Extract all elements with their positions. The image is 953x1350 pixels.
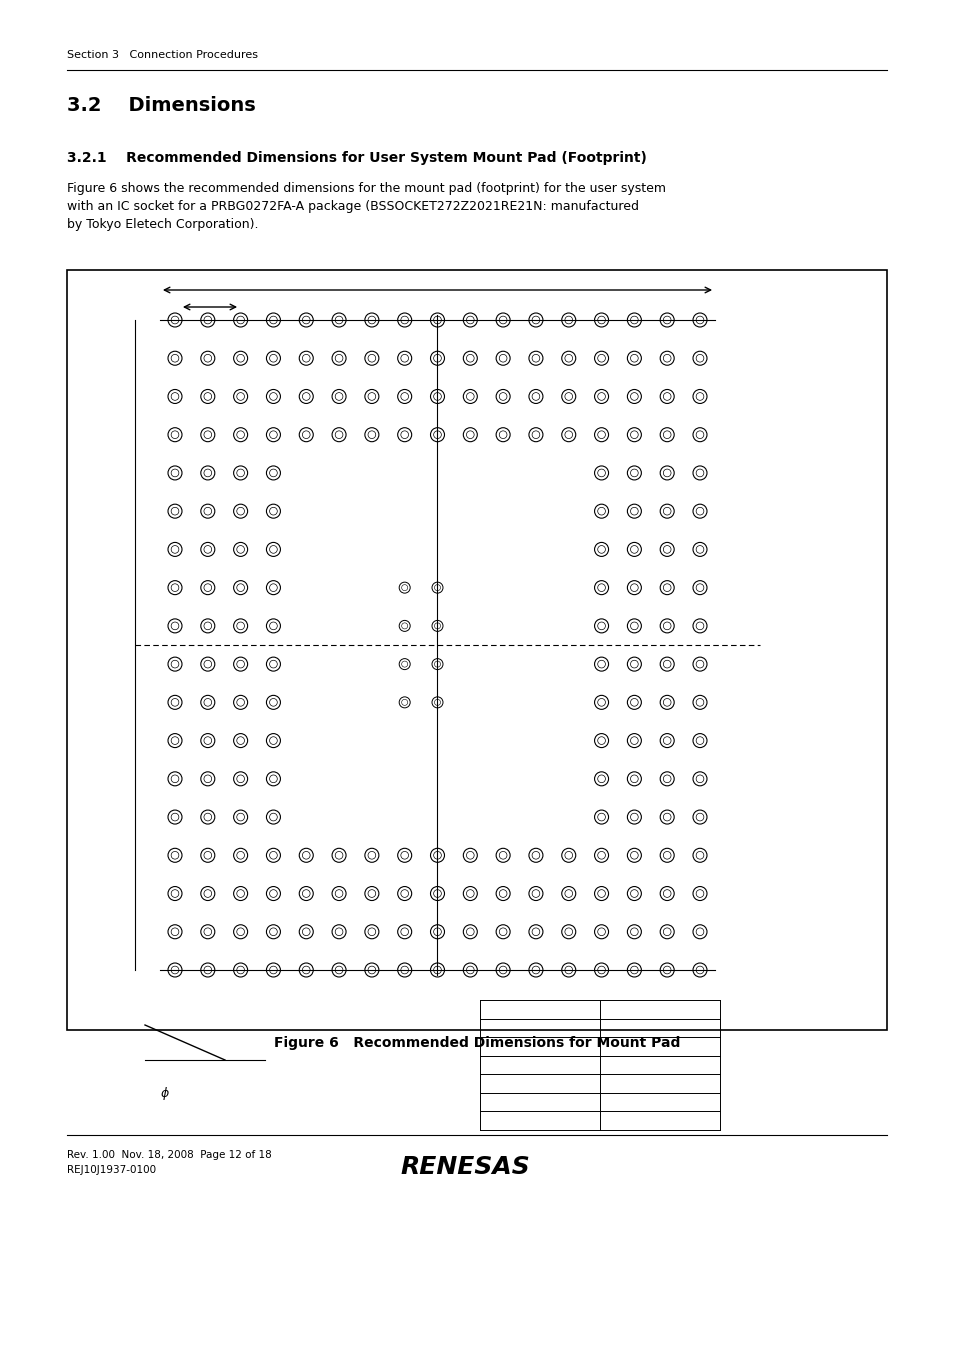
Text: 3.2.1    Recommended Dimensions for User System Mount Pad (Footprint): 3.2.1 Recommended Dimensions for User Sy… — [67, 151, 646, 165]
Text: RENESAS: RENESAS — [399, 1156, 529, 1179]
Text: with an IC socket for a PRBG0272FA-A package (BSSOCKET272Z2021RE21N: manufacture: with an IC socket for a PRBG0272FA-A pac… — [67, 200, 639, 213]
Text: $\phi$: $\phi$ — [160, 1085, 170, 1102]
Text: by Tokyo Eletech Corporation).: by Tokyo Eletech Corporation). — [67, 217, 258, 231]
Text: Section 3   Connection Procedures: Section 3 Connection Procedures — [67, 50, 257, 59]
Text: 3.2    Dimensions: 3.2 Dimensions — [67, 96, 255, 115]
Text: REJ10J1937-0100: REJ10J1937-0100 — [67, 1165, 156, 1174]
Text: Figure 6   Recommended Dimensions for Mount Pad: Figure 6 Recommended Dimensions for Moun… — [274, 1035, 679, 1050]
Text: Figure 6 shows the recommended dimensions for the mount pad (footprint) for the : Figure 6 shows the recommended dimension… — [67, 182, 665, 194]
Text: Rev. 1.00  Nov. 18, 2008  Page 12 of 18: Rev. 1.00 Nov. 18, 2008 Page 12 of 18 — [67, 1150, 272, 1160]
Bar — [67, 270, 886, 1030]
